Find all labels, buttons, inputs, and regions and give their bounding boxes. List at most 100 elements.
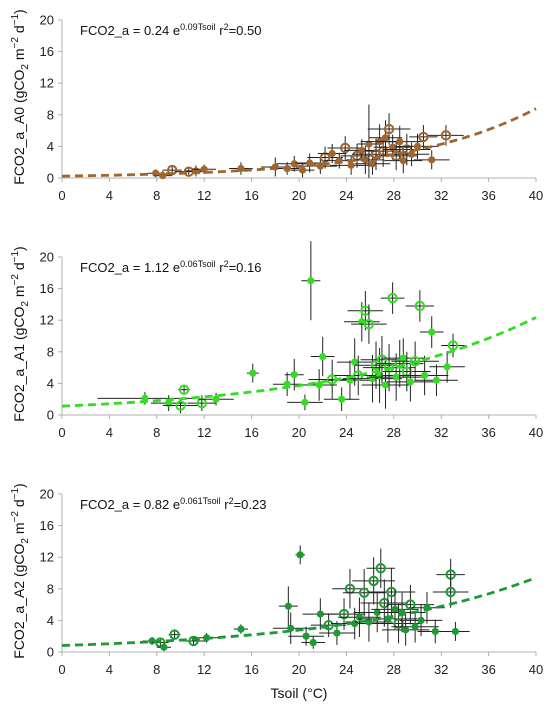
- marker-open: [363, 318, 375, 330]
- marker-open: [445, 586, 456, 598]
- marker-filled: [160, 643, 168, 651]
- marker-filled: [443, 363, 451, 371]
- fit-curve: [61, 316, 537, 408]
- fit-equation-part: r: [216, 23, 225, 38]
- marker-filled: [351, 358, 359, 366]
- x-tick-label: 40: [529, 662, 543, 677]
- data-point: [405, 290, 435, 322]
- x-tick-label: 16: [244, 662, 258, 677]
- marker-filled: [399, 157, 407, 165]
- marker-filled: [407, 150, 416, 158]
- x-tick-label: 4: [106, 425, 113, 440]
- marker-filled: [358, 146, 366, 154]
- y-tick-label: 4: [47, 613, 54, 628]
- data-point: [290, 162, 315, 178]
- fit-equation-part: =0.23: [234, 497, 267, 512]
- y-axis-label-part: −2: [10, 274, 21, 286]
- y-axis-label-part: −1: [10, 251, 21, 263]
- fit-equation-part: r: [221, 497, 230, 512]
- marker-filled: [290, 371, 298, 379]
- marker-filled: [368, 160, 377, 168]
- marker-filled: [381, 134, 390, 142]
- x-tick-label: 20: [292, 425, 306, 440]
- x-tick-label: 28: [387, 662, 401, 677]
- x-tick-label: 8: [153, 425, 160, 440]
- data-point: [396, 133, 439, 160]
- x-tick-label: 12: [197, 188, 211, 203]
- y-axis-label: FCO2_a_A2 (gCO2 m−2 d−1): [10, 483, 31, 658]
- fit-equation: FCO2_a = 0.82 e0.061Tsoil r2=0.23: [80, 496, 267, 512]
- data-point: [400, 355, 449, 396]
- marker-filled: [328, 149, 336, 158]
- data-point: [278, 586, 298, 626]
- fit-equation-part: 0.09Tsoil: [180, 22, 216, 32]
- x-tick-label: 12: [197, 425, 211, 440]
- marker-open: [340, 142, 351, 154]
- data-point: [367, 568, 416, 616]
- marker-filled: [399, 354, 407, 362]
- marker-filled: [396, 138, 404, 146]
- marker-filled: [406, 378, 414, 386]
- marker-open: [323, 619, 334, 631]
- x-tick-label: 28: [387, 425, 401, 440]
- x-tick-label: 28: [387, 188, 401, 203]
- data-point: [366, 353, 426, 401]
- data-point: [429, 351, 465, 383]
- data-point: [246, 363, 259, 383]
- marker-filled: [391, 605, 399, 613]
- data-point: [391, 610, 439, 643]
- fit-equation: FCO2_a = 1.12 e0.06Tsoil r2=0.16: [80, 259, 262, 275]
- fit-equation-part: 2: [224, 259, 229, 269]
- x-tick-label: 36: [481, 425, 495, 440]
- y-axis-label: FCO2_a_A1 (gCO2 m−2 d−1): [10, 246, 31, 421]
- marker-open: [375, 563, 386, 574]
- marker-filled: [296, 551, 304, 559]
- y-tick-label: 0: [47, 408, 54, 423]
- y-tick-label: 16: [40, 44, 54, 59]
- data-point: [229, 162, 253, 175]
- y-axis-label-part: d: [11, 262, 27, 274]
- y-axis-label-part: m: [11, 522, 27, 538]
- data-point: [358, 595, 418, 643]
- x-tick-label: 0: [58, 425, 65, 440]
- marker-filled: [417, 616, 425, 625]
- x-tick-label: 0: [58, 662, 65, 677]
- marker-filled: [284, 602, 292, 610]
- chart-panel-A2: 0 4 8 12 16 20 0 4 8 12 16 20 24 28 32 36 40 FCO2_a_A2 (g…: [10, 483, 543, 701]
- data-point: [441, 621, 470, 641]
- marker-filled: [421, 371, 429, 380]
- x-tick-label: 8: [153, 188, 160, 203]
- marker-filled: [389, 143, 397, 151]
- marker-filled: [307, 277, 315, 285]
- chart-panel-A1: 0 4 8 12 16 20 0 4 8 12 16 20 24 28 32 36 40 FCO2_a_A1 (g…: [10, 241, 543, 440]
- fit-equation-part: 2: [229, 496, 234, 506]
- data-point: [415, 364, 458, 397]
- y-axis-label-part: m: [11, 285, 27, 301]
- data-point: [441, 333, 465, 358]
- y-axis-label-part: d: [11, 25, 27, 37]
- y-axis-label-part: m: [11, 48, 27, 64]
- marker-open: [401, 144, 413, 155]
- marker-filled: [301, 398, 309, 406]
- marker-open: [387, 292, 398, 304]
- data-point: [317, 144, 347, 163]
- marker-filled: [237, 625, 245, 633]
- marker-filled: [373, 608, 381, 617]
- marker-open: [175, 400, 186, 411]
- data-point: [284, 358, 304, 391]
- marker-filled: [428, 156, 436, 164]
- x-tick-label: 24: [339, 425, 353, 440]
- data-point: [301, 241, 321, 321]
- marker-filled: [368, 375, 377, 383]
- marker-filled: [365, 140, 373, 148]
- data-point: [198, 392, 234, 406]
- chart-panel-A0: 0 4 8 12 16 20 0 4 8 12 16 20 24 28 32 36 40 FCO2_a_A0 (g…: [10, 9, 543, 203]
- data-point: [323, 387, 360, 412]
- y-axis-label-part: ): [11, 9, 27, 14]
- marker-open: [379, 597, 390, 609]
- marker-open: [358, 587, 370, 598]
- y-tick-label: 8: [47, 581, 54, 596]
- data-point: [419, 316, 444, 348]
- marker-open: [178, 384, 190, 395]
